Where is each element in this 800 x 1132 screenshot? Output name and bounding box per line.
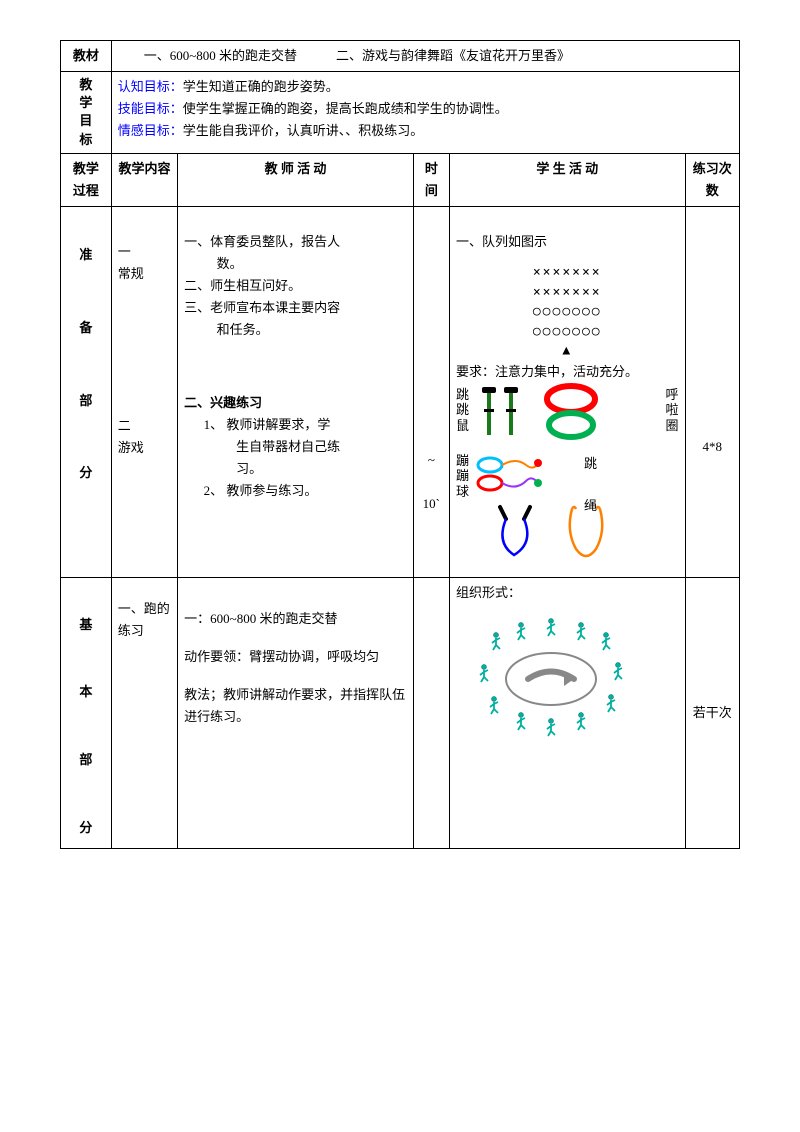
row-columns: 教学过程 教学内容 教 师 活 动 时间 学 生 活 动 练习次数 bbox=[61, 153, 740, 206]
basic-process: 基本部分 bbox=[61, 577, 112, 849]
goal-skill-label: 技能目标： bbox=[118, 101, 183, 116]
col-reps: 练习次数 bbox=[685, 153, 739, 206]
basic-reps: 若干次 bbox=[685, 577, 739, 849]
running-circle-diagram bbox=[456, 604, 646, 744]
goal-emotion: 学生能自我评价，认真听讲、、积极练习。 bbox=[183, 123, 424, 138]
prep-process: 准备部分 bbox=[61, 207, 112, 578]
basic-teacher: 一：600~800 米的跑走交替 动作要领：臂摆动协调，呼吸均匀 教法；教师讲解… bbox=[178, 577, 414, 849]
basic-time bbox=[413, 577, 449, 849]
col-student: 学 生 活 动 bbox=[449, 153, 685, 206]
formation-req: 要求：注意力集中，活动充分。 bbox=[456, 361, 679, 383]
goal-emotion-label: 情感目标： bbox=[118, 123, 183, 138]
prep-interest-heading: 二、兴趣练习 bbox=[184, 392, 407, 414]
formation-label: 一、队列如图示 bbox=[456, 231, 679, 253]
col-teacher: 教 师 活 动 bbox=[178, 153, 414, 206]
basic-student: 组织形式： bbox=[449, 577, 685, 849]
prep-content: 一常规 二游戏 bbox=[111, 207, 177, 578]
jump-rope-icon-1 bbox=[490, 503, 550, 563]
label-material: 教材 bbox=[61, 41, 112, 72]
label-goals: 教学目标 bbox=[61, 72, 112, 154]
basic-content: 一、跑的练习 bbox=[111, 577, 177, 849]
row-basic: 基本部分 一、跑的练习 一：600~800 米的跑走交替 动作要领：臂摆动协调，… bbox=[61, 577, 740, 849]
goal-skill: 使学生掌握正确的跑姿，提高长跑成绩和学生的协调性。 bbox=[183, 101, 508, 116]
goal-cognitive-label: 认知目标： bbox=[118, 79, 183, 94]
col-content: 教学内容 bbox=[111, 153, 177, 206]
row-prep: 准备部分 一常规 二游戏 一、体育委员整队，报告人 数。 二、师生相互问好。 三… bbox=[61, 207, 740, 578]
material-text: 一、600~800 米的跑走交替 二、游戏与韵律舞蹈《友谊花开万里香》 bbox=[111, 41, 739, 72]
goal-cognitive: 学生知道正确的跑步姿势。 bbox=[183, 79, 339, 94]
prep-time: ~10` bbox=[413, 207, 449, 578]
prep-student: 一、队列如图示 ××××××× ××××××× ○○○○○○○ ○○○○○○○ … bbox=[449, 207, 685, 578]
equip-row3: 绳 bbox=[456, 503, 679, 573]
col-time: 时间 bbox=[413, 153, 449, 206]
pogo-stick-icon bbox=[476, 383, 526, 443]
col-process: 教学过程 bbox=[61, 153, 112, 206]
lesson-plan-table: 教材 一、600~800 米的跑走交替 二、游戏与韵律舞蹈《友谊花开万里香》 教… bbox=[60, 40, 740, 849]
goals-text: 认知目标：学生知道正确的跑步姿势。 技能目标：使学生掌握正确的跑姿，提高长跑成绩… bbox=[111, 72, 739, 154]
hula-hoop-icon bbox=[541, 383, 601, 443]
equip-row2: 蹦蹦球 跳 bbox=[456, 453, 679, 503]
bounce-ball-icon bbox=[476, 453, 546, 499]
formation-diagram: ××××××× ××××××× ○○○○○○○ ○○○○○○○ ▲ bbox=[456, 263, 679, 361]
row-material: 教材 一、600~800 米的跑走交替 二、游戏与韵律舞蹈《友谊花开万里香》 bbox=[61, 41, 740, 72]
prep-teacher: 一、体育委员整队，报告人 数。 二、师生相互问好。 三、老师宣布本课主要内容 和… bbox=[178, 207, 414, 578]
equip-row1: 跳跳鼠 呼啦圈 bbox=[456, 383, 679, 453]
prep-reps: 4*8 bbox=[685, 207, 739, 578]
row-goals: 教学目标 认知目标：学生知道正确的跑步姿势。 技能目标：使学生掌握正确的跑姿，提… bbox=[61, 72, 740, 154]
